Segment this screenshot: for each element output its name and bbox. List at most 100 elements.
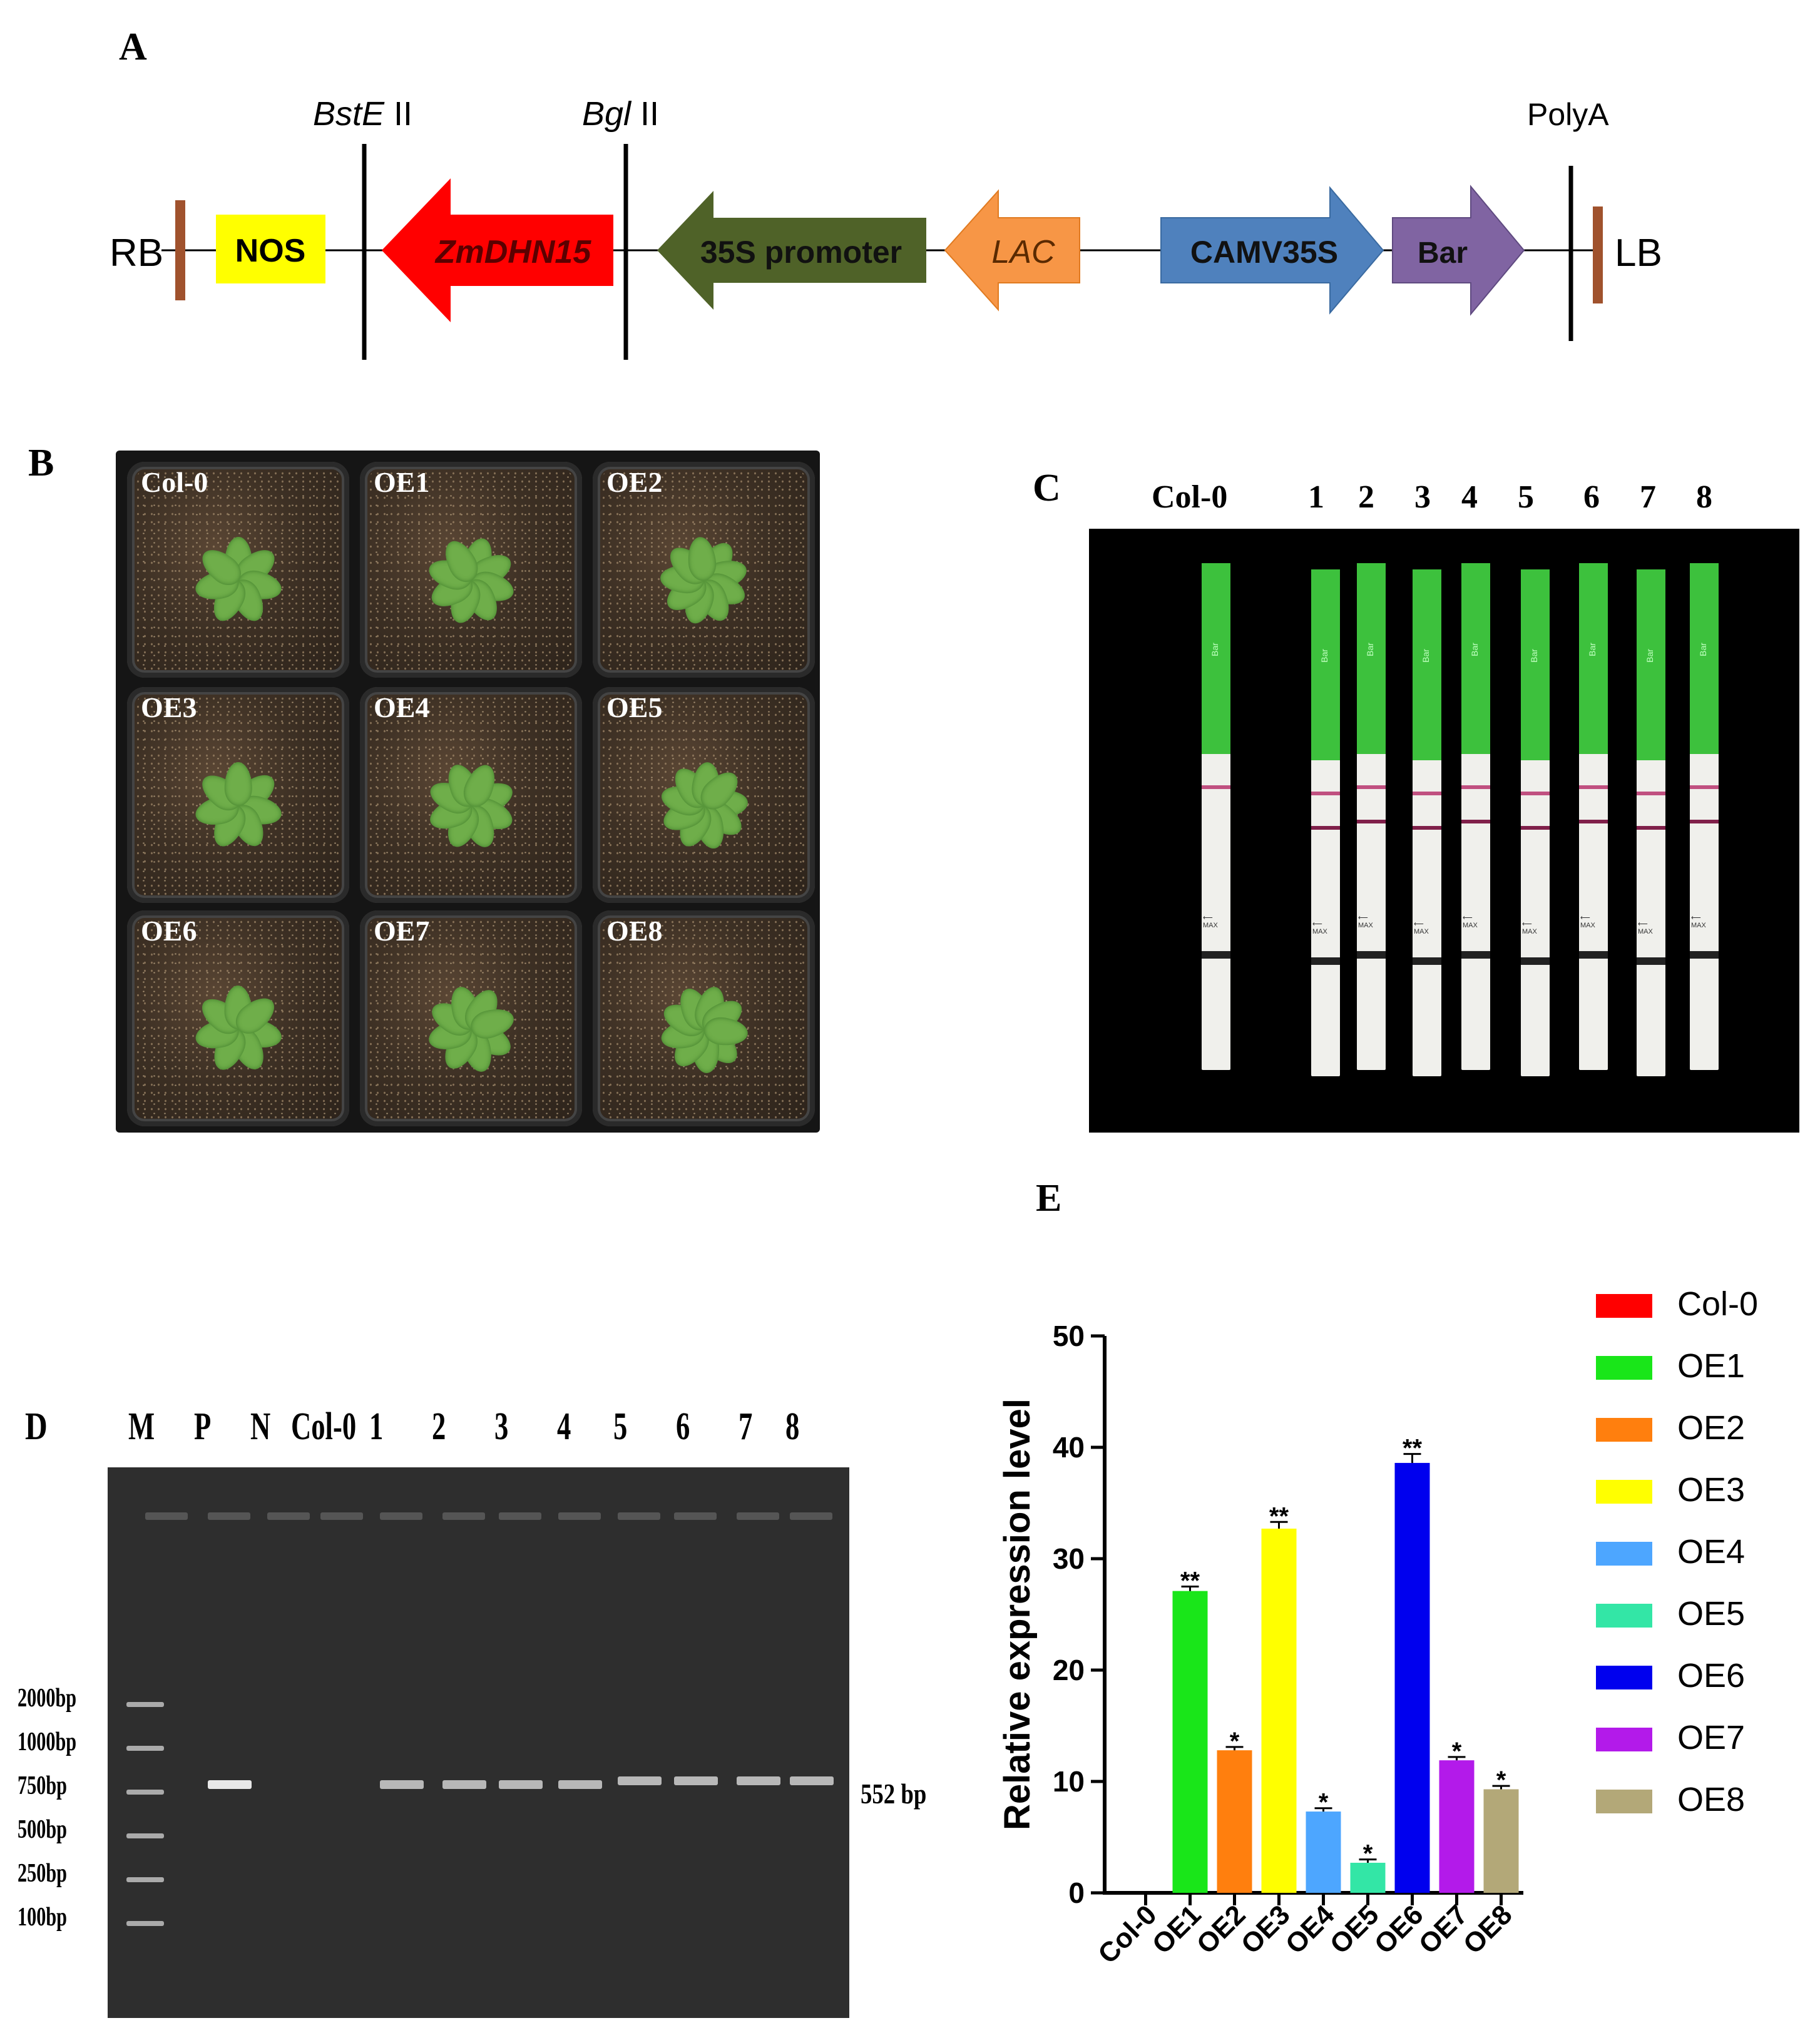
max-marker-text: ⟵ MAX bbox=[1358, 914, 1373, 929]
legend-swatch bbox=[1596, 1604, 1652, 1628]
max-marker-text: ⟵ MAX bbox=[1691, 914, 1706, 929]
y-axis-title: Relative expression level bbox=[997, 1399, 1038, 1830]
x-tick-label: OE2 bbox=[1191, 1899, 1252, 1960]
y-tick-label: 20 bbox=[1053, 1654, 1085, 1686]
legend-swatch bbox=[1596, 1480, 1652, 1504]
max-band bbox=[1690, 951, 1719, 959]
pcr-band bbox=[790, 1776, 834, 1785]
control-line bbox=[1202, 785, 1230, 789]
strip-brand-text: Bar bbox=[1528, 649, 1539, 663]
pot-label: OE6 bbox=[141, 915, 197, 947]
plant-pot: OE5 bbox=[593, 687, 815, 903]
x-tick-label: OE3 bbox=[1235, 1899, 1296, 1960]
strip-brand-text: Bar bbox=[1469, 643, 1480, 656]
bar-oe1 bbox=[1172, 1591, 1208, 1893]
plant-pot: OE6 bbox=[127, 910, 349, 1126]
test-line bbox=[1521, 826, 1550, 830]
max-band bbox=[1311, 957, 1340, 965]
test-strip: Bar ⟵ MAX bbox=[1690, 563, 1719, 1070]
strip-brand-text: Bar bbox=[1587, 643, 1597, 656]
control-line bbox=[1690, 785, 1719, 789]
gel-lane-label: 7 bbox=[739, 1405, 753, 1448]
panel-label-e: E bbox=[1036, 1177, 1062, 1220]
bar-oe6 bbox=[1394, 1462, 1430, 1893]
bar-oe3 bbox=[1261, 1528, 1297, 1893]
max-marker-text: ⟵ MAX bbox=[1638, 920, 1653, 935]
x-tick-label: OE7 bbox=[1413, 1899, 1474, 1960]
ladder-size-label: 250bp bbox=[18, 1859, 67, 1888]
max-marker-text: ⟵ MAX bbox=[1522, 920, 1537, 935]
gel-lane-label: 4 bbox=[557, 1405, 571, 1448]
gel-well bbox=[145, 1512, 188, 1520]
legend-label: Col-0 bbox=[1677, 1285, 1758, 1323]
ladder-size-label: 750bp bbox=[18, 1771, 67, 1800]
max-marker-text: ⟵ MAX bbox=[1463, 914, 1478, 929]
pot-label: OE4 bbox=[374, 691, 430, 723]
test-strips-photo: Bar ⟵ MAX Bar ⟵ MAX Bar ⟵ MAX Bar ⟵ MAX Bar ⟵ MAX… bbox=[1089, 529, 1799, 1133]
bar-label: Bar bbox=[1418, 237, 1468, 270]
plant-pot: OE4 bbox=[360, 687, 582, 903]
gel-well bbox=[499, 1512, 541, 1520]
gel-well bbox=[320, 1512, 363, 1520]
test-strip: Bar ⟵ MAX bbox=[1579, 563, 1608, 1070]
pcr-band bbox=[674, 1776, 718, 1785]
control-line bbox=[1461, 785, 1490, 789]
ladder-band bbox=[126, 1877, 164, 1882]
expression-bar-chart: 0 10 20 30 40 50 Relative expression level Col-… bbox=[997, 1285, 1758, 1970]
test-strip: Bar ⟵ MAX bbox=[1413, 569, 1441, 1076]
legend-swatch bbox=[1596, 1418, 1652, 1442]
plant-pot: OE8 bbox=[593, 910, 815, 1126]
test-line bbox=[1461, 820, 1490, 823]
test-strip: Bar ⟵ MAX bbox=[1357, 563, 1386, 1070]
gel-lane-label: 2 bbox=[432, 1405, 446, 1448]
ladder-size-label: 1000bp bbox=[18, 1728, 77, 1756]
legend-label: OE7 bbox=[1677, 1719, 1745, 1756]
camv35s-label: CAMV35S bbox=[1190, 235, 1338, 270]
panel-label-b: B bbox=[28, 442, 54, 484]
legend-swatch bbox=[1596, 1728, 1652, 1751]
strip-lane-label: 4 bbox=[1461, 479, 1478, 515]
pot-label: OE7 bbox=[374, 915, 430, 947]
band-size-label: 552 bp bbox=[861, 1778, 927, 1810]
max-marker-text: ⟵ MAX bbox=[1312, 920, 1327, 935]
bar-oe7 bbox=[1439, 1760, 1475, 1893]
y-tick-label: 30 bbox=[1053, 1542, 1085, 1575]
legend-label: OE2 bbox=[1677, 1409, 1745, 1447]
max-marker-text: ⟵ MAX bbox=[1580, 914, 1595, 929]
strip-brand-text: Bar bbox=[1697, 643, 1708, 656]
site-label-bsteii: BstE II bbox=[313, 95, 412, 133]
ladder-band bbox=[126, 1746, 164, 1751]
bar-arrow bbox=[1392, 185, 1525, 316]
camv35s-arrow bbox=[1160, 186, 1384, 315]
max-band bbox=[1521, 957, 1550, 965]
legend-label: OE3 bbox=[1677, 1471, 1745, 1509]
bar-oe8 bbox=[1483, 1789, 1519, 1893]
significance-mark: * bbox=[1230, 1728, 1240, 1755]
strip-brand-text: Bar bbox=[1209, 643, 1220, 656]
test-line bbox=[1413, 826, 1441, 830]
significance-mark: * bbox=[1452, 1738, 1462, 1765]
pot-label: OE5 bbox=[606, 691, 663, 723]
plant-tray-photo: Col-0 OE1 OE2 OE3 OE4 OE5 OE6 OE7 OE8 bbox=[116, 451, 820, 1133]
significance-mark: * bbox=[1319, 1789, 1329, 1817]
strip-lane-label: 5 bbox=[1518, 479, 1534, 515]
lac-arrow bbox=[944, 189, 1080, 312]
strip-brand-text: Bar bbox=[1644, 649, 1655, 663]
rb-label: RB bbox=[110, 232, 163, 275]
legend-swatch bbox=[1596, 1294, 1652, 1318]
control-line bbox=[1311, 792, 1340, 795]
gel-well bbox=[208, 1512, 250, 1520]
pcr-band bbox=[208, 1780, 252, 1789]
ladder-size-label: 100bp bbox=[18, 1903, 67, 1932]
gel-well bbox=[558, 1512, 601, 1520]
ladder-size-label: 2000bp bbox=[18, 1684, 77, 1713]
gel-lane-label: 8 bbox=[785, 1405, 800, 1448]
site-label-bglii: Bgl II bbox=[582, 95, 659, 133]
ladder-size-label: 500bp bbox=[18, 1815, 67, 1844]
strip-lane-label: 1 bbox=[1308, 479, 1324, 515]
test-line bbox=[1311, 826, 1340, 830]
max-band bbox=[1357, 951, 1386, 959]
control-line bbox=[1413, 792, 1441, 795]
y-tick-label: 0 bbox=[1068, 1877, 1085, 1909]
legend-swatch bbox=[1596, 1666, 1652, 1689]
